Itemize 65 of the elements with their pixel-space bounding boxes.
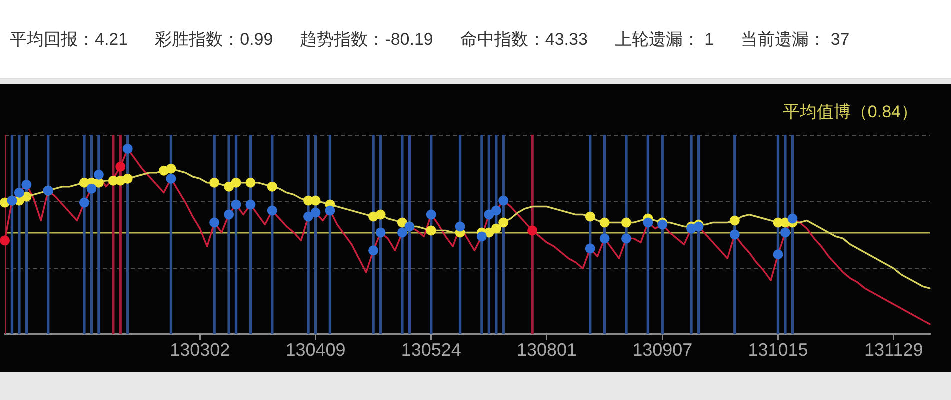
point [0, 236, 10, 246]
point [224, 182, 234, 192]
point [376, 210, 386, 220]
point [310, 196, 321, 206]
point [730, 230, 740, 240]
point [397, 218, 408, 228]
text: 平均回报：4.21 [10, 28, 128, 50]
point [426, 210, 436, 220]
point [246, 200, 256, 210]
x-tick-label: 130409 [286, 340, 346, 360]
point [773, 250, 784, 260]
point [476, 232, 487, 242]
point [498, 196, 509, 206]
point [780, 228, 790, 238]
point [585, 212, 596, 222]
point [498, 218, 509, 228]
point [14, 188, 24, 198]
point [224, 210, 234, 220]
point [788, 214, 798, 224]
point [166, 174, 176, 184]
point [94, 170, 104, 180]
x-tick-label: 131015 [748, 340, 808, 360]
text: 命中指数：43.33 [460, 28, 588, 50]
point [621, 234, 632, 244]
point [368, 246, 379, 256]
point [376, 228, 386, 238]
point [600, 218, 610, 228]
point [166, 164, 176, 174]
point [310, 208, 321, 218]
point [621, 218, 632, 228]
x-tick-label: 130302 [170, 340, 230, 360]
point [22, 192, 32, 202]
point [267, 182, 278, 192]
x-tick-label: 130801 [516, 340, 578, 360]
point [246, 178, 256, 188]
point [22, 180, 32, 190]
point [455, 222, 466, 232]
text: 上轮遗漏： 1 [614, 28, 714, 50]
point [397, 228, 408, 238]
x-tick-label: 130907 [632, 340, 693, 360]
point [600, 234, 610, 244]
point [231, 178, 242, 188]
point [116, 162, 126, 172]
point [231, 200, 242, 210]
point [122, 144, 133, 154]
point [79, 198, 90, 208]
x-tick-label: 130524 [401, 340, 462, 360]
point [491, 224, 502, 234]
point [210, 218, 220, 228]
point [585, 244, 596, 254]
text: 趋势指数：-80.19 [300, 28, 434, 50]
point [210, 178, 220, 188]
point [528, 226, 538, 236]
point [426, 226, 436, 236]
point [643, 218, 654, 228]
point [267, 206, 278, 216]
x-tick-label: 131129 [864, 340, 924, 360]
text: 彩胜指数：0.99 [155, 28, 274, 50]
point [122, 174, 133, 184]
point [491, 206, 502, 216]
point [86, 184, 97, 194]
point [325, 206, 336, 216]
text: 当前遗漏： 37 [741, 28, 850, 50]
point [730, 216, 740, 226]
text: 平均值博（0.84） [782, 102, 918, 122]
